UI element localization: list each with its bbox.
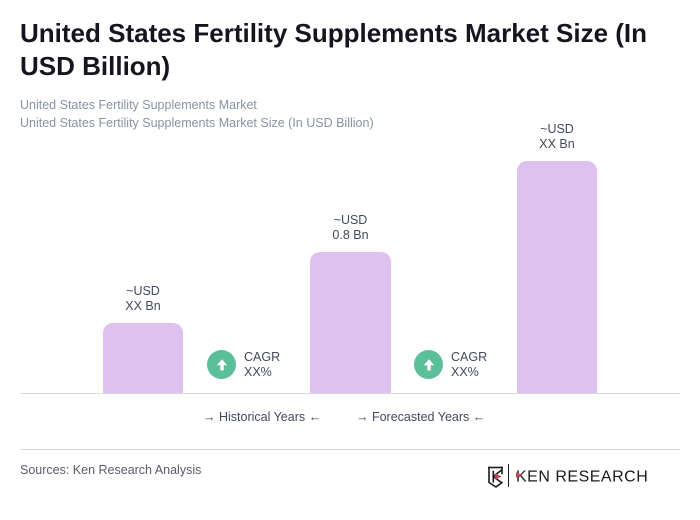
svg-text:KEN RESEARCH: KEN RESEARCH	[516, 469, 648, 486]
